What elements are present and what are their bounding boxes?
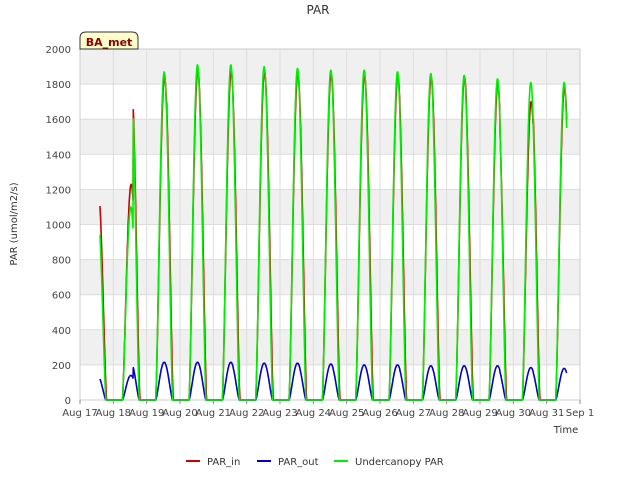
- ba-met-badge: BA_met: [79, 31, 139, 50]
- x-tick-label: Aug 22: [229, 408, 264, 419]
- grid-band: [80, 259, 580, 295]
- grid-band: [80, 189, 580, 225]
- y-tick-label: 1200: [46, 185, 71, 196]
- x-axis-label: Time: [553, 425, 578, 436]
- y-tick-label: 400: [52, 326, 71, 337]
- badge-label: BA_met: [86, 36, 133, 49]
- y-tick-label: 1400: [46, 150, 71, 161]
- legend-label: PAR_out: [278, 457, 319, 468]
- x-tick-label: Aug 18: [96, 408, 131, 419]
- x-tick-label: Aug 20: [162, 408, 197, 419]
- x-tick-label: Sep 1: [566, 408, 594, 419]
- y-axis-ticks: 0 200 400 600 800 1000 1200 1400 1600 1800 2000: [46, 45, 71, 407]
- y-tick-label: 600: [52, 291, 71, 302]
- x-tick-label: Aug 21: [196, 408, 231, 419]
- y-axis-label: PAR (umol/m2/s): [9, 182, 20, 265]
- legend: PAR_in PAR_out Undercanopy PAR: [186, 457, 444, 468]
- x-tick-label: Aug 19: [129, 408, 164, 419]
- series-line-undercanopy-par: [99, 64, 568, 401]
- grid-band: [80, 329, 580, 365]
- x-tick-label: Aug 27: [396, 408, 431, 419]
- x-tick-label: Aug 28: [429, 408, 464, 419]
- series-layer: [99, 64, 568, 401]
- x-tick-label: Aug 30: [496, 408, 531, 419]
- plot-area-border: [79, 48, 581, 401]
- y-tick-label: 0: [65, 396, 71, 407]
- y-tick-label: 200: [52, 361, 71, 372]
- badge-box: [79, 31, 139, 50]
- grid-band: [80, 119, 580, 155]
- x-tick-label: Aug 17: [62, 408, 97, 419]
- x-tick-label: Aug 24: [296, 408, 331, 419]
- y-tick-label: 1600: [46, 115, 71, 126]
- y-tick-label: 1000: [46, 221, 71, 232]
- y-tick-label: 800: [52, 256, 71, 267]
- legend-label: PAR_in: [207, 457, 240, 468]
- x-tick-label: Aug 26: [362, 408, 397, 419]
- y-tick-label: 1800: [46, 80, 71, 91]
- x-tick-label: Aug 23: [262, 408, 297, 419]
- chart-title: PAR: [306, 3, 329, 17]
- x-tick-label: Aug 29: [462, 408, 497, 419]
- legend-label: Undercanopy PAR: [355, 457, 444, 468]
- x-tick-label: Aug 25: [329, 408, 364, 419]
- y-tick-label: 2000: [46, 45, 71, 56]
- grid-bands: [80, 49, 580, 365]
- x-tick-label: Aug 31: [529, 408, 564, 419]
